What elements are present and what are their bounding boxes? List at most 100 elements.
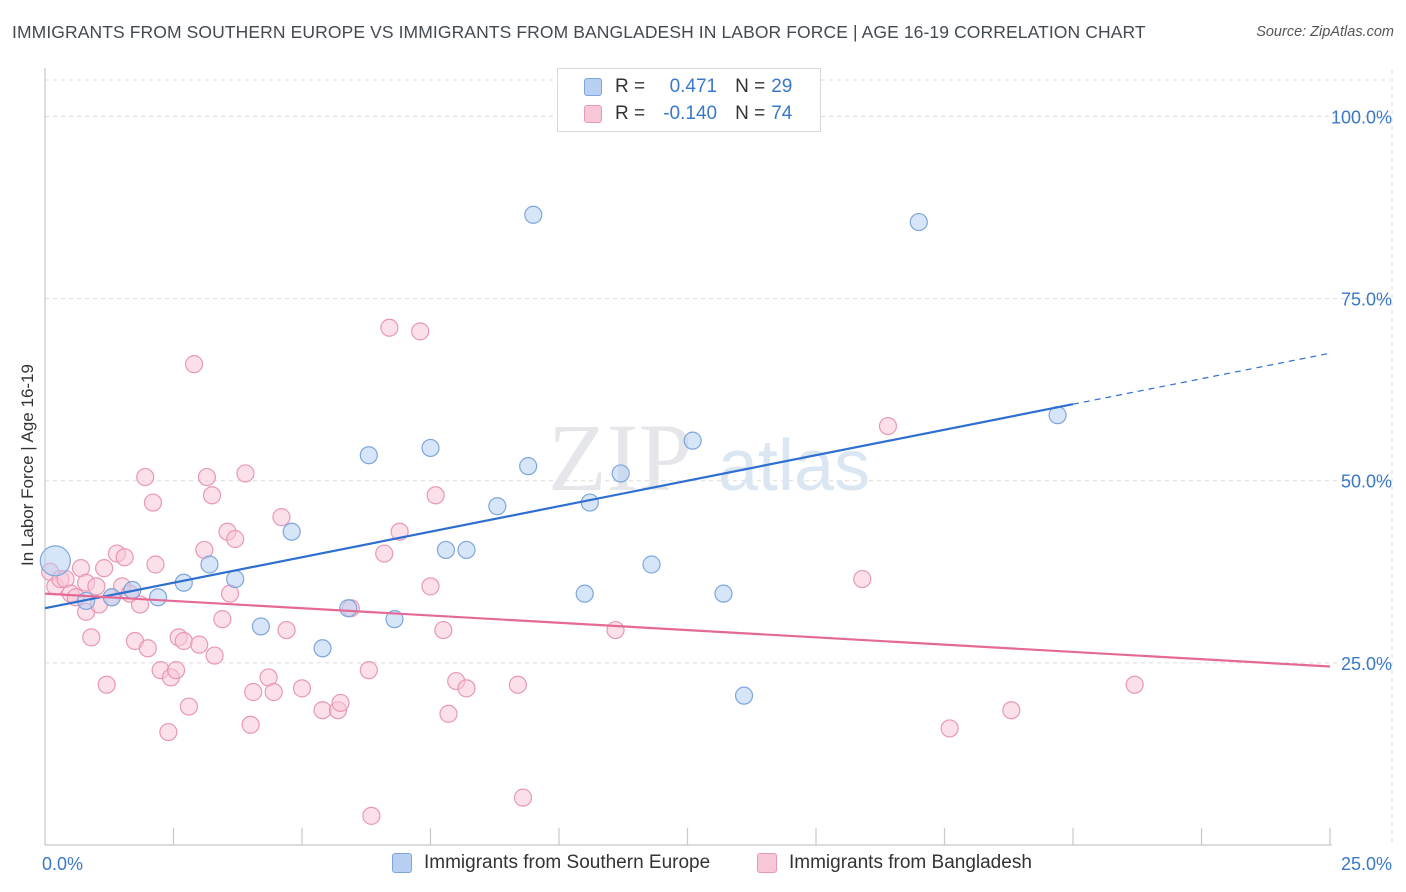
point-bangladesh-10 bbox=[87, 577, 106, 596]
point-bangladesh-49 bbox=[292, 679, 312, 698]
point-bangladesh-31 bbox=[179, 697, 199, 716]
point-southern-europe-25 bbox=[714, 584, 733, 603]
point-bangladesh-57 bbox=[380, 318, 399, 337]
point-bangladesh-32 bbox=[184, 355, 204, 374]
legend-n-label: N = bbox=[735, 76, 766, 97]
point-southern-europe-21 bbox=[611, 464, 630, 483]
point-bangladesh-52 bbox=[331, 693, 350, 713]
point-southern-europe-0 bbox=[39, 545, 71, 577]
point-bangladesh-72 bbox=[1002, 701, 1021, 720]
legend-n-value: 29 bbox=[771, 76, 793, 97]
point-southern-europe-7 bbox=[226, 569, 245, 589]
point-southern-europe-6 bbox=[200, 555, 219, 574]
point-bangladesh-44 bbox=[244, 682, 263, 702]
point-bangladesh-69 bbox=[853, 569, 872, 589]
y-tick-label-25: 25.0% bbox=[1341, 654, 1392, 674]
point-bangladesh-61 bbox=[426, 486, 445, 505]
point-bangladesh-28 bbox=[166, 661, 186, 680]
legend-label-bangladesh: Immigrants from Bangladesh bbox=[789, 852, 1032, 873]
point-bangladesh-55 bbox=[362, 806, 381, 825]
point-bangladesh-17 bbox=[115, 548, 134, 567]
point-southern-europe-16 bbox=[457, 540, 476, 560]
point-southern-europe-18 bbox=[519, 457, 538, 476]
legend-n-label: N = bbox=[735, 103, 766, 124]
point-bangladesh-30 bbox=[174, 631, 193, 651]
legend-n-value: 74 bbox=[771, 103, 793, 124]
point-bangladesh-24 bbox=[146, 555, 165, 574]
point-bangladesh-56 bbox=[375, 544, 394, 563]
point-bangladesh-37 bbox=[205, 646, 224, 665]
x-tick-label-0: 0.0% bbox=[42, 854, 83, 874]
point-bangladesh-62 bbox=[434, 620, 453, 640]
axis-layer bbox=[44, 68, 1332, 846]
point-southern-europe-20 bbox=[580, 493, 599, 512]
source-credit: Source: ZipAtlas.com bbox=[1256, 24, 1394, 40]
point-bangladesh-36 bbox=[202, 486, 222, 505]
point-bangladesh-9 bbox=[82, 628, 101, 647]
y-tick-label-100: 100.0% bbox=[1331, 107, 1392, 127]
point-southern-europe-11 bbox=[339, 599, 358, 618]
point-southern-europe-22 bbox=[575, 584, 594, 603]
point-bangladesh-71 bbox=[940, 719, 959, 738]
point-bangladesh-46 bbox=[264, 682, 283, 702]
point-bangladesh-41 bbox=[226, 529, 245, 549]
point-bangladesh-67 bbox=[513, 788, 533, 807]
point-bangladesh-33 bbox=[190, 635, 209, 654]
y-tick-label-50: 50.0% bbox=[1341, 472, 1392, 492]
legend-swatch-pink bbox=[757, 853, 777, 873]
point-bangladesh-70 bbox=[878, 416, 898, 436]
point-southern-europe-17 bbox=[488, 497, 507, 516]
watermark: ZIP atlas bbox=[548, 404, 870, 511]
legend-item-bangladesh[interactable]: Immigrants from Bangladesh bbox=[757, 852, 1032, 874]
point-bangladesh-47 bbox=[272, 508, 291, 527]
point-bangladesh-21 bbox=[136, 467, 155, 487]
point-bangladesh-22 bbox=[138, 639, 157, 658]
point-bangladesh-48 bbox=[277, 620, 296, 640]
correlation-legend: R = 0.471 N = 29 R = -0.140 N = 74 bbox=[557, 68, 821, 132]
legend-r-value: 0.471 bbox=[669, 76, 718, 97]
point-bangladesh-43 bbox=[241, 715, 260, 734]
point-bangladesh-35 bbox=[197, 467, 217, 487]
y-tick-label-75: 75.0% bbox=[1341, 290, 1392, 310]
tick-label-layer: 25.0% 50.0% 75.0% 100.0% 0.0% 25.0% bbox=[42, 107, 1392, 874]
legend-swatch-blue bbox=[584, 78, 602, 96]
watermark-atlas: atlas bbox=[718, 426, 870, 506]
point-southern-europe-12 bbox=[359, 446, 378, 465]
point-southern-europe-27 bbox=[909, 212, 928, 232]
point-southern-europe-4 bbox=[148, 588, 168, 607]
legend-r-label: R = bbox=[615, 103, 646, 124]
point-bangladesh-50 bbox=[313, 701, 332, 720]
point-southern-europe-9 bbox=[282, 522, 301, 541]
point-southern-europe-26 bbox=[734, 686, 754, 705]
point-southern-europe-13 bbox=[385, 610, 404, 629]
point-bangladesh-54 bbox=[359, 661, 378, 680]
point-bangladesh-68 bbox=[606, 620, 625, 640]
chart-title: IMMIGRANTS FROM SOUTHERN EUROPE VS IMMIG… bbox=[12, 22, 1146, 42]
point-southern-europe-8 bbox=[251, 617, 270, 636]
point-southern-europe-24 bbox=[683, 431, 702, 450]
legend-row-southern-europe: R = 0.471 N = 29 bbox=[584, 74, 805, 100]
y-axis-label: In Labor Force | Age 16-19 bbox=[18, 364, 37, 566]
point-bangladesh-38 bbox=[213, 610, 232, 629]
trend-layer bbox=[44, 352, 1331, 668]
x-tick-label-25: 25.0% bbox=[1341, 854, 1392, 874]
legend-label-southern-europe: Immigrants from Southern Europe bbox=[424, 852, 711, 873]
legend-r-label: R = bbox=[615, 76, 646, 97]
trend-line-southern-europe bbox=[44, 403, 1074, 610]
point-bangladesh-66 bbox=[508, 675, 527, 694]
legend-row-bangladesh: R = -0.140 N = 74 bbox=[584, 101, 805, 127]
point-southern-europe-19 bbox=[524, 205, 543, 224]
legend-item-southern-europe[interactable]: Immigrants from Southern Europe bbox=[392, 852, 710, 874]
point-bangladesh-13 bbox=[97, 675, 116, 694]
point-bangladesh-42 bbox=[236, 464, 255, 483]
legend-swatch-blue bbox=[392, 853, 412, 873]
series-bangladesh-points bbox=[41, 318, 1144, 825]
point-bangladesh-26 bbox=[159, 722, 178, 742]
point-bangladesh-59 bbox=[411, 322, 430, 341]
point-southern-europe-14 bbox=[421, 438, 440, 458]
trend-line-southern-europe-extension bbox=[1072, 352, 1331, 405]
point-southern-europe-15 bbox=[436, 540, 456, 560]
series-legend: Immigrants from Southern Europe Immigran… bbox=[0, 852, 1406, 876]
legend-swatch-pink bbox=[584, 105, 602, 123]
point-southern-europe-23 bbox=[642, 555, 661, 574]
